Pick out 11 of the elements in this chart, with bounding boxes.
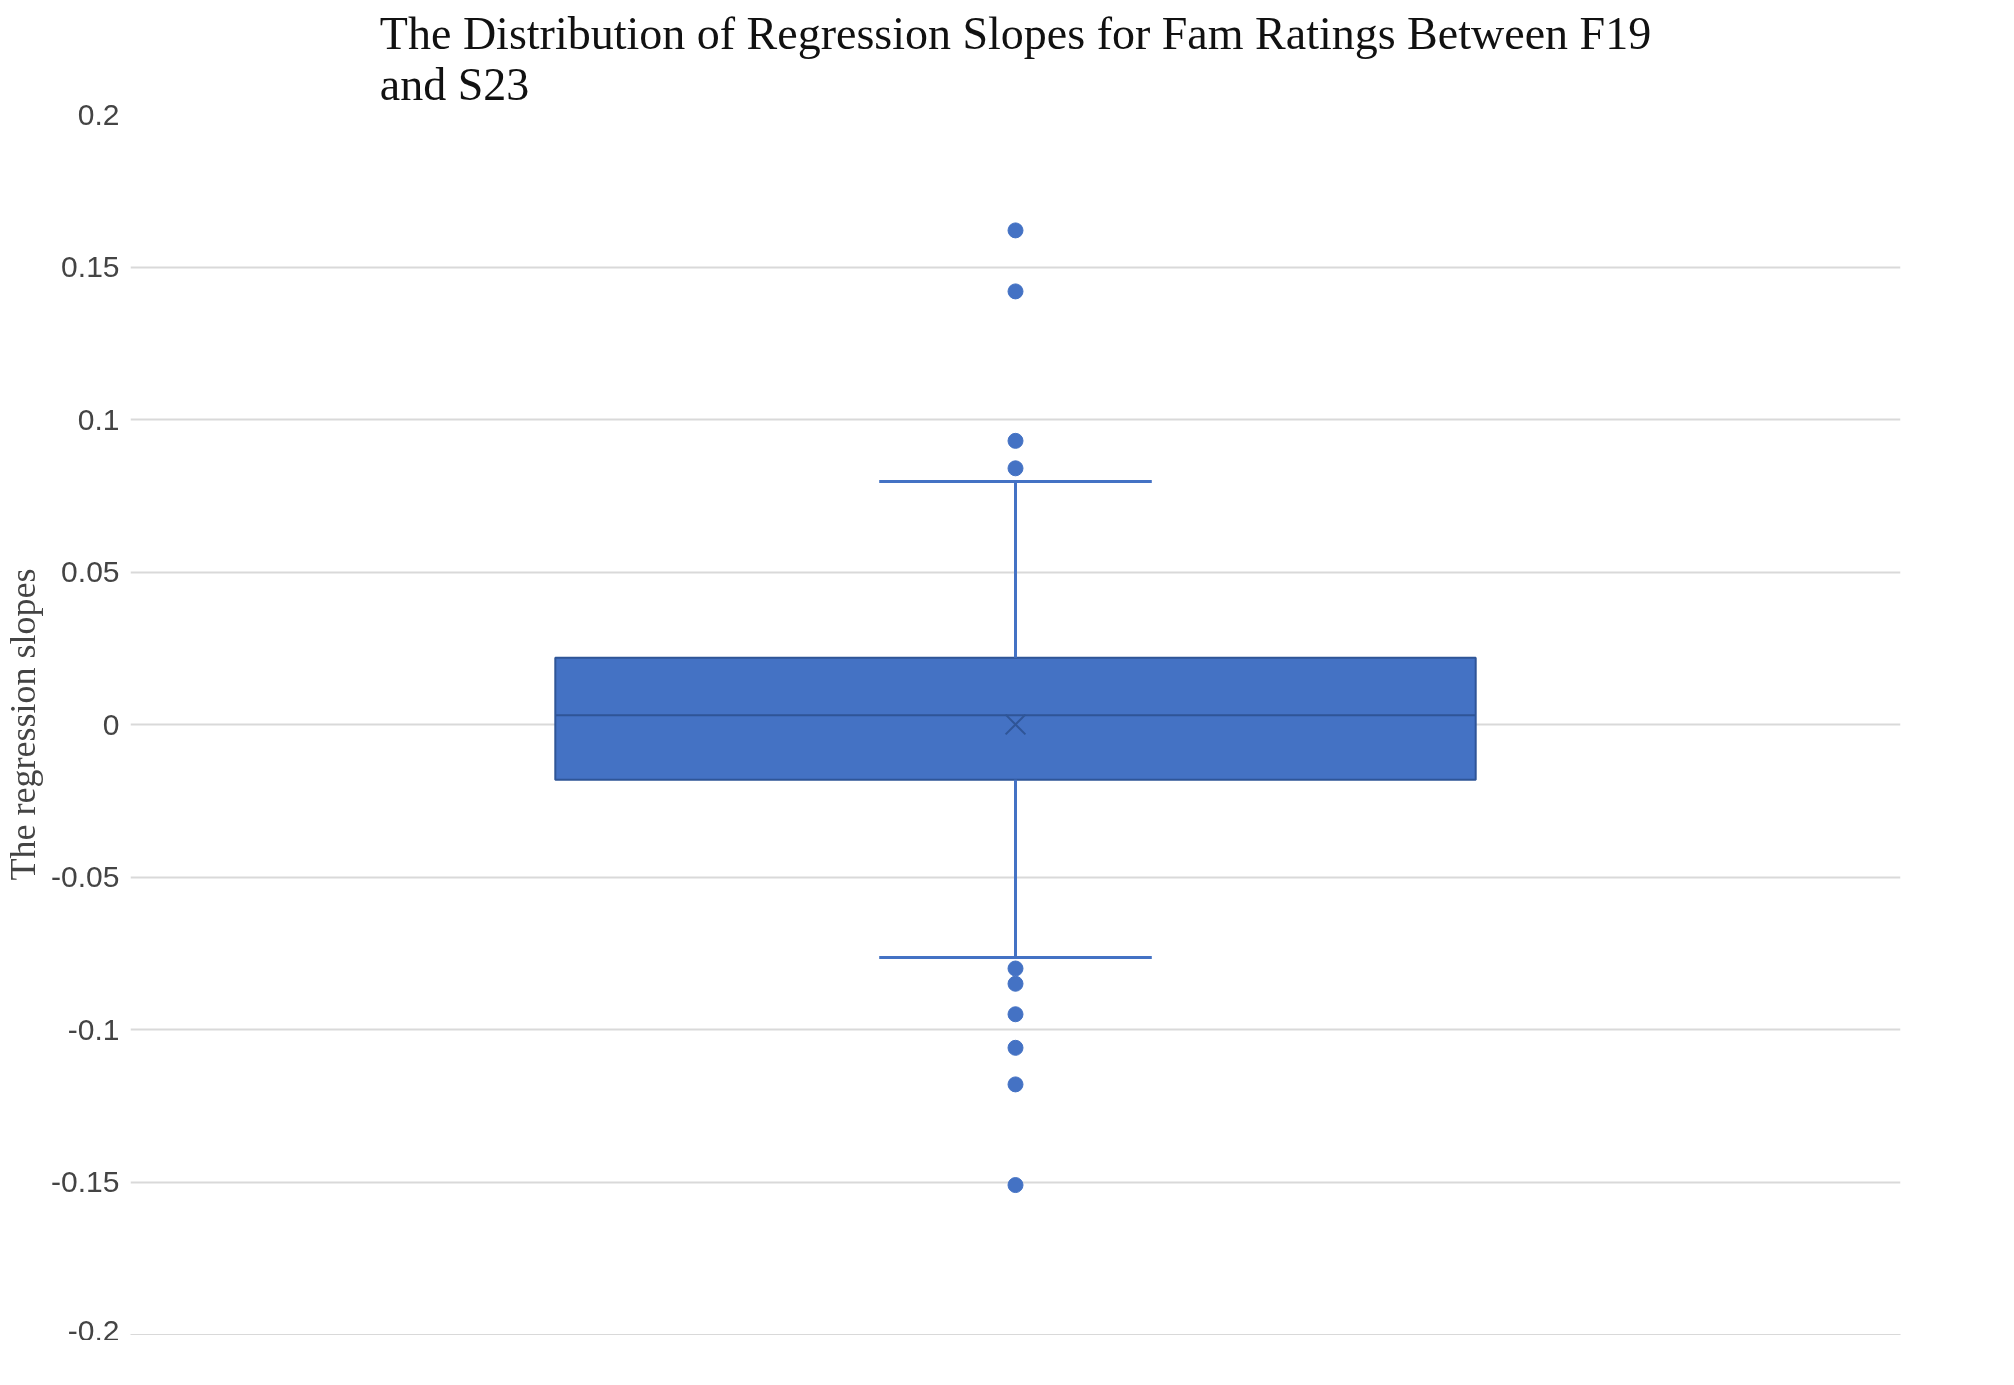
y-tick-label: 0.1 (77, 402, 120, 436)
y-tick-label: -0.2 (67, 1313, 120, 1347)
y-axis-title: The regression slopes (3, 568, 44, 881)
chart-title: The Distribution of Regression Slopes for Fam Ratings Between F19 and S23 (379, 7, 1652, 110)
y-tick-label: -0.15 (51, 1165, 120, 1198)
y-tick-label: 0.15 (61, 250, 120, 283)
y-tick-label: 0 (102, 707, 120, 741)
y-tick-label: -0.1 (67, 1012, 120, 1046)
y-tick-label: 0.2 (77, 97, 120, 131)
y-tick-label: 0.05 (61, 555, 120, 588)
y-tick-label: -0.05 (51, 860, 120, 893)
